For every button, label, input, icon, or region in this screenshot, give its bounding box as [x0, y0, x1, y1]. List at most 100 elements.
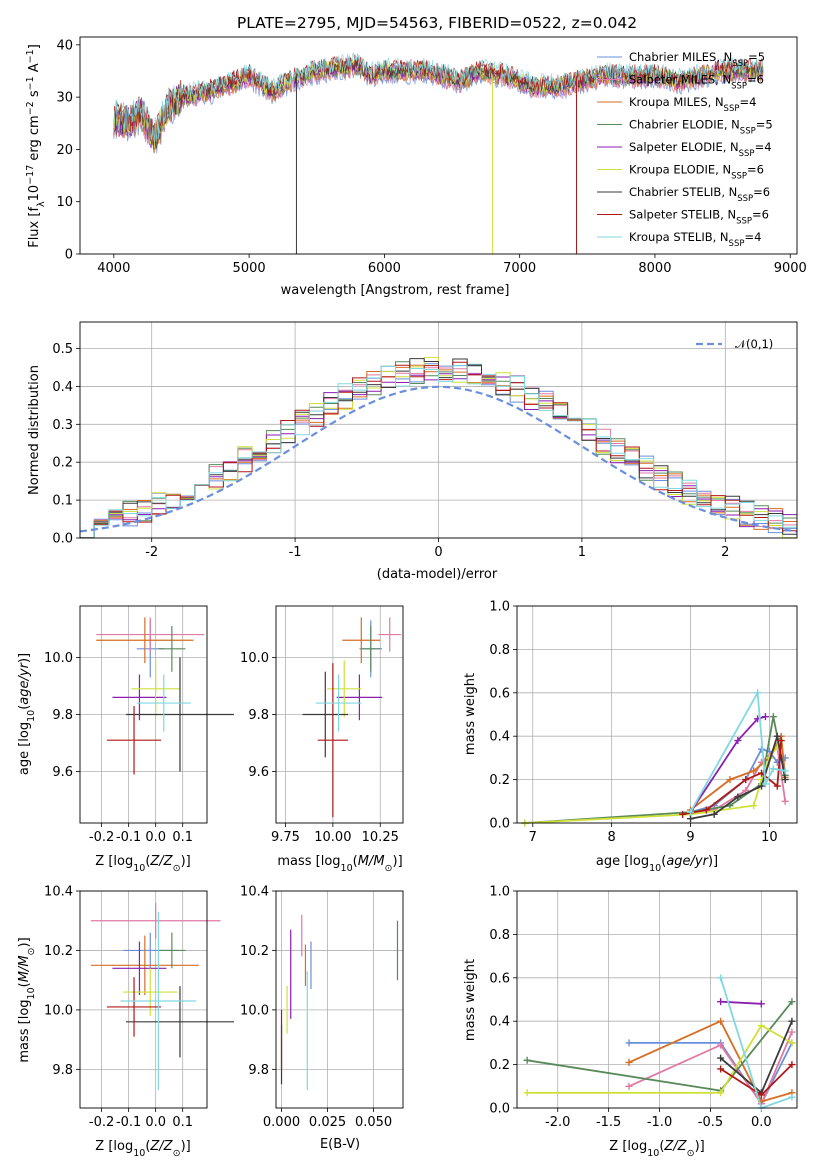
errorbar-krou_elodie	[131, 660, 180, 718]
x-tick-label: 8000	[638, 261, 671, 276]
mass-weight-line-chab_stelib	[690, 735, 787, 820]
errorbar-chab_stelib	[125, 657, 235, 772]
errorbar-salp_elodie	[112, 674, 167, 721]
x-tick-label: 4000	[97, 261, 130, 276]
mass-weight-marker	[679, 810, 687, 818]
legend-label: Salpeter STELIB, NSSP=6	[629, 208, 769, 227]
age_vs_Z-points	[96, 617, 235, 775]
legend-label: Salpeter MILES, NSSP=6	[629, 73, 764, 92]
mass-weight-marker	[734, 737, 742, 745]
y-tick-label: 0.4	[489, 1015, 510, 1030]
age_vs_Z-frame	[79, 605, 208, 824]
legend-label: Kroupa STELIB, NSSP=4	[629, 230, 761, 249]
mass-weight-marker	[717, 1041, 725, 1049]
mass_vs_EBV-axes: 0.000 0.025 0.050 9.8 10.0 10.2 10.4	[240, 885, 403, 1130]
mass-weight-marker	[757, 1022, 765, 1030]
y-tick-label: 10.0	[240, 1003, 269, 1018]
axis-label: Z [log10(Z/Z⊙)]	[95, 854, 190, 874]
errorbar-salp_miles	[96, 617, 205, 652]
x-tick-label: 6000	[368, 261, 401, 276]
x-tick-label: 2	[721, 545, 729, 560]
axis-label: Normed distribution	[27, 365, 42, 495]
residuals-frame	[79, 321, 798, 539]
mass_weight_vs_age-frame	[516, 605, 798, 824]
normal-reference-curve	[79, 385, 798, 533]
spectrum-lines	[113, 52, 764, 254]
mass-weight-marker	[788, 1028, 796, 1036]
errorbar-salp_miles	[378, 617, 402, 652]
mass-weight-line-krou_miles	[628, 1020, 793, 1103]
x-tick-label: 10.25	[362, 830, 399, 845]
histogram-krou_stelib	[80, 365, 797, 539]
mass-weight-marker	[750, 802, 758, 810]
mass-weight-marker	[625, 1058, 633, 1066]
y-tick-label: 0.8	[489, 928, 510, 943]
errorbar-krou_miles	[90, 935, 199, 996]
x-tick-label: -0.1	[116, 830, 141, 845]
mass-weight-marker	[717, 998, 725, 1006]
y-tick-label: 0.0	[52, 532, 73, 547]
x-tick-label: 0.025	[309, 1115, 346, 1130]
y-tick-label: 9.8	[248, 1063, 269, 1078]
y-tick-label: 0	[65, 248, 73, 263]
axis-label: age [log10(age/yr)]	[596, 854, 718, 874]
mass_weight_vs_Z-frame	[516, 890, 798, 1109]
figure-title: PLATE=2795, MJD=54563, FIBERID=0522, z=0…	[237, 14, 637, 32]
mass-weight-line-salp_stelib	[682, 740, 783, 816]
mass-weight-marker	[702, 806, 710, 814]
errorbar-salp_miles	[90, 902, 221, 939]
x-tick-label: 7	[529, 830, 537, 845]
x-tick-label: -0.1	[116, 1115, 141, 1130]
x-tick-label: 0.050	[355, 1115, 392, 1130]
mass-weight-marker	[788, 1017, 796, 1025]
axis-label: (data-model)/error	[377, 567, 498, 582]
legend-label: Chabrier STELIB, NSSP=6	[629, 185, 770, 204]
y-tick-label: 0.1	[52, 494, 73, 509]
mass-weight-marker	[754, 689, 762, 697]
mass-weight-marker	[757, 1000, 765, 1008]
axis-label: E(B-V)	[320, 1137, 360, 1152]
legend-label: Chabrier ELODIE, NSSP=5	[629, 118, 773, 137]
y-tick-label: 10.2	[240, 944, 269, 959]
y-tick-label: 10.2	[44, 944, 73, 959]
mass-weight-line-salp_elodie	[689, 715, 766, 813]
mass_vs_Z-points	[90, 902, 235, 1091]
axis-label: mass [log10(M/M⊙)]	[17, 937, 37, 1062]
axis-label: mass weight	[463, 959, 478, 1041]
errorbar-salp_elodie	[336, 674, 383, 721]
x-tick-label: 5000	[233, 261, 266, 276]
y-tick-label: 10.4	[240, 885, 269, 900]
errorbar-chab_stelib	[125, 986, 235, 1058]
mass-weight-marker	[788, 1093, 796, 1101]
mass_vs_Z-axes: -0.2 -0.1 0.0 0.1 9.8 10.0 10.2 10.4	[44, 885, 207, 1130]
mass-weight-marker	[788, 998, 796, 1006]
y-tick-label: 0.3	[52, 418, 73, 433]
axis-label: Flux [fλ10−17 erg cm−2 s−1 A−1]	[25, 44, 47, 248]
x-tick-label: 7000	[503, 261, 536, 276]
age_vs_mass-points	[302, 617, 402, 818]
errorbar-salp_stelib	[107, 977, 162, 1037]
y-tick-label: 0.4	[52, 380, 73, 395]
mass-weight-marker	[781, 776, 789, 784]
axis-label: age [log10(age/yr)]	[17, 653, 37, 775]
y-tick-label: 0.0	[489, 1102, 510, 1117]
mass-weight-marker	[742, 776, 750, 784]
spectrum-legend: Chabrier MILES, NSSP=5 Salpeter MILES, NS…	[597, 50, 773, 249]
y-tick-label: 1.0	[489, 600, 510, 615]
y-tick-label: 9.8	[52, 1063, 73, 1078]
legend-label: Kroupa MILES, NSSP=4	[629, 95, 756, 114]
mass_vs_EBV-points	[280, 914, 399, 1091]
errorbar-krou_stelib	[315, 674, 362, 732]
x-tick-label: 10	[761, 830, 778, 845]
mass-weight-marker	[788, 1061, 796, 1069]
y-tick-label: 10.0	[240, 651, 269, 666]
mass-weight-marker	[781, 797, 789, 805]
y-tick-label: 0.0	[489, 817, 510, 832]
spectrum-axes: 4000 5000 6000 7000 8000 9000 0 10 20 30 40	[56, 38, 806, 276]
mass-weight-marker	[781, 767, 789, 775]
x-tick-label: -1.0	[647, 1115, 672, 1130]
y-tick-label: 30	[56, 91, 73, 106]
errorbar-krou_miles	[96, 617, 194, 664]
axis-label: wavelength [Angstrom, rest frame]	[281, 283, 510, 298]
mass-weight-marker	[750, 767, 758, 775]
